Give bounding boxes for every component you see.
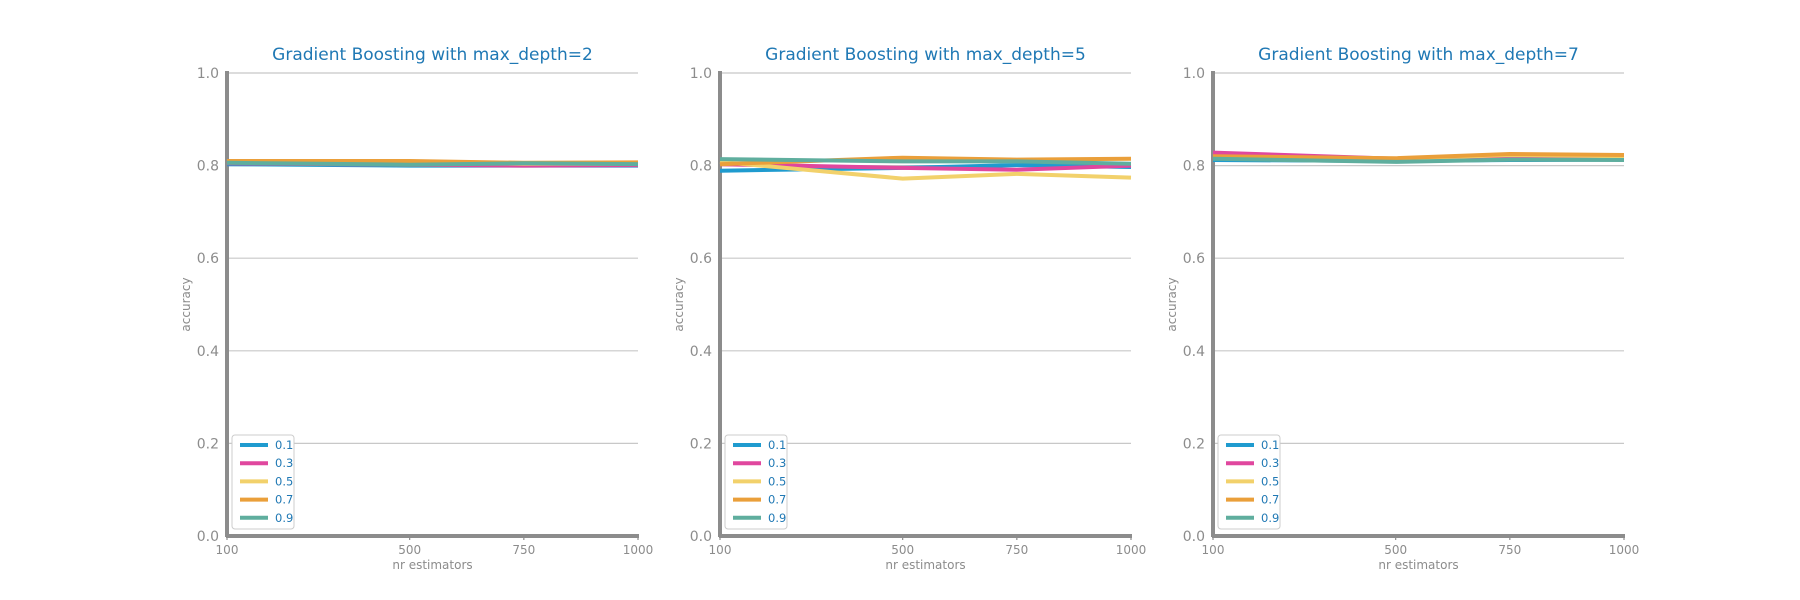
chart-panel-2: 0.0 0.2 0.4 0.6 0.8 1.0 100 500 750 1000 Gradient … xyxy=(672,45,1146,572)
legend-label: 0.7 xyxy=(1261,493,1279,507)
legend-label: 0.5 xyxy=(1261,474,1279,488)
x-tick-label: 750 xyxy=(512,543,535,557)
series-line-0.9 xyxy=(226,160,639,167)
x-tick-label: 500 xyxy=(891,543,914,557)
legend-label: 0.9 xyxy=(1261,511,1279,525)
x-axis-label: nr estimators xyxy=(885,558,965,572)
y-tick-label: 0.2 xyxy=(197,436,219,452)
series-line-0.9 xyxy=(719,157,1132,166)
x-tick-label: 1000 xyxy=(623,543,654,557)
y-tick-label: 0.8 xyxy=(690,159,712,175)
y-tick-label: 0.6 xyxy=(197,251,219,267)
legend-label: 0.5 xyxy=(768,474,786,488)
y-tick-label: 0.4 xyxy=(1183,344,1205,360)
x-tick-label: 100 xyxy=(216,543,239,557)
y-tick-label: 0.0 xyxy=(197,529,219,545)
x-axis-label: nr estimators xyxy=(392,558,472,572)
y-tick-label: 0.4 xyxy=(690,344,712,360)
legend-label: 0.1 xyxy=(1261,438,1279,452)
y-tick-label: 0.2 xyxy=(1183,436,1205,452)
legend-label: 0.3 xyxy=(768,456,786,470)
series-line-0.5 xyxy=(719,159,1132,181)
series-line-0.9 xyxy=(1212,156,1625,164)
legend-label: 0.5 xyxy=(275,474,293,488)
legend-label: 0.7 xyxy=(275,493,293,507)
y-tick-label: 0.4 xyxy=(197,344,219,360)
legend: 0.1 0.3 0.5 0.7 0.9 xyxy=(1217,434,1281,530)
y-tick-label: 1.0 xyxy=(1183,66,1205,82)
legend-label: 0.1 xyxy=(768,438,786,452)
y-tick-label: 1.0 xyxy=(197,66,219,82)
y-tick-label: 0.2 xyxy=(690,436,712,452)
legend-label: 0.1 xyxy=(275,438,293,452)
legend-label: 0.3 xyxy=(275,456,293,470)
series-line-0.3 xyxy=(719,162,1132,172)
x-tick-label: 100 xyxy=(709,543,732,557)
chart-panel-3: 0.0 0.2 0.4 0.6 0.8 1.0 100 500 750 1000 Gradient … xyxy=(1165,45,1639,572)
legend-label: 0.7 xyxy=(768,493,786,507)
y-tick-label: 0.0 xyxy=(690,529,712,545)
y-axis-label: accuracy xyxy=(179,277,193,331)
x-tick-label: 500 xyxy=(1384,543,1407,557)
y-tick-label: 0.8 xyxy=(197,159,219,175)
chart-title: Gradient Boosting with max_depth=7 xyxy=(1258,45,1579,65)
x-tick-label: 1000 xyxy=(1116,543,1147,557)
y-tick-label: 0.6 xyxy=(690,251,712,267)
x-axis-label: nr estimators xyxy=(1378,558,1458,572)
y-tick-label: 0.8 xyxy=(1183,159,1205,175)
x-tick-label: 750 xyxy=(1498,543,1521,557)
chart-title: Gradient Boosting with max_depth=5 xyxy=(765,45,1086,65)
x-tick-label: 750 xyxy=(1005,543,1028,557)
y-tick-label: 1.0 xyxy=(690,66,712,82)
chart-panel-1: 0.0 0.2 0.4 0.6 0.8 1.0 100 500 750 1000 Gradient … xyxy=(179,45,653,572)
y-tick-label: 0.6 xyxy=(1183,251,1205,267)
legend: 0.1 0.3 0.5 0.7 0.9 xyxy=(724,434,788,530)
legend-label: 0.3 xyxy=(1261,456,1279,470)
x-tick-label: 1000 xyxy=(1609,543,1640,557)
series-line-0.7 xyxy=(1212,152,1625,161)
chart-title: Gradient Boosting with max_depth=2 xyxy=(272,45,593,65)
x-tick-label: 100 xyxy=(1202,543,1225,557)
legend: 0.1 0.3 0.5 0.7 0.9 xyxy=(231,434,295,530)
x-tick-label: 500 xyxy=(398,543,421,557)
legend-label: 0.9 xyxy=(768,511,786,525)
y-axis-label: accuracy xyxy=(672,277,686,331)
y-tick-label: 0.0 xyxy=(1183,529,1205,545)
y-axis-label: accuracy xyxy=(1165,277,1179,331)
legend-label: 0.9 xyxy=(275,511,293,525)
